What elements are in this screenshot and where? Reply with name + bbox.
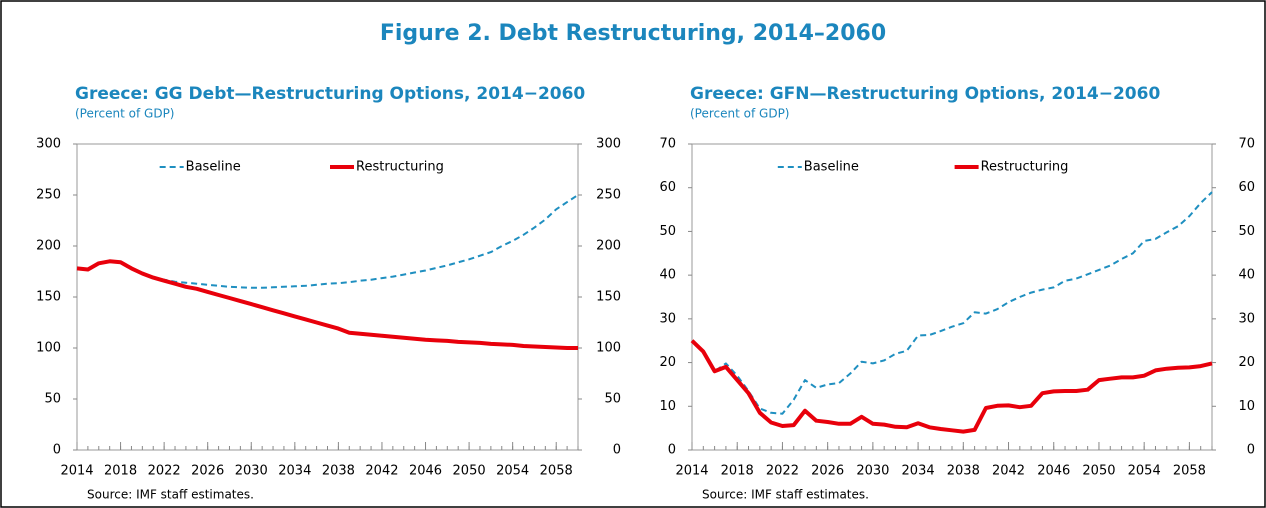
- chart-title: Greece: GFN—Restructuring Options, 2014−…: [690, 84, 1160, 104]
- y-tick-label: 40: [659, 268, 676, 283]
- series-line: [691, 191, 1213, 415]
- x-tick-label: 2030: [856, 464, 889, 479]
- legend-label: Baseline: [804, 160, 859, 175]
- legend-label: Restructuring: [356, 160, 444, 175]
- y2-tick-label: 0: [613, 443, 621, 458]
- x-tick-label: 2026: [811, 464, 844, 479]
- x-tick-label: 2018: [721, 464, 754, 479]
- x-tick-label: 2022: [148, 464, 181, 479]
- y-tick-label: 50: [44, 392, 61, 407]
- x-tick-label: 2018: [104, 464, 137, 479]
- y-tick-label: 70: [659, 137, 676, 152]
- x-tick-label: 2054: [1128, 464, 1161, 479]
- y2-tick-label: 10: [1238, 399, 1255, 414]
- chart-subtitle: (Percent of GDP): [690, 107, 790, 121]
- y2-tick-label: 70: [1238, 137, 1255, 152]
- y2-tick-label: 150: [596, 290, 621, 305]
- x-tick-label: 2014: [60, 464, 93, 479]
- plot-area: [691, 143, 1213, 451]
- chart-subtitle: (Percent of GDP): [75, 107, 175, 121]
- y2-tick-label: 60: [1238, 180, 1255, 195]
- y2-tick-label: 200: [596, 239, 621, 254]
- y2-tick-label: 0: [1247, 443, 1255, 458]
- legend-label: Baseline: [186, 160, 241, 175]
- y2-tick-label: 250: [596, 188, 621, 203]
- x-tick-label: 2046: [1037, 464, 1070, 479]
- x-tick-label: 2022: [766, 464, 799, 479]
- plot-area: [76, 143, 579, 451]
- source: Source: IMF staff estimates.: [87, 488, 254, 502]
- y2-tick-label: 300: [596, 137, 621, 152]
- x-tick-label: 2042: [992, 464, 1025, 479]
- y-tick-label: 30: [659, 311, 676, 326]
- y-tick-label: 50: [659, 224, 676, 239]
- x-tick-label: 2054: [496, 464, 529, 479]
- y2-tick-label: 40: [1238, 268, 1255, 283]
- y-tick-label: 150: [36, 290, 61, 305]
- y2-tick-label: 100: [596, 341, 621, 356]
- x-tick-label: 2026: [191, 464, 224, 479]
- x-tick-label: 2038: [322, 464, 355, 479]
- x-tick-label: 2038: [947, 464, 980, 479]
- y2-tick-label: 20: [1238, 355, 1255, 370]
- x-tick-label: 2030: [235, 464, 268, 479]
- series-line: [76, 194, 579, 289]
- figure-title: Figure 2. Debt Restructuring, 2014–2060: [380, 21, 886, 46]
- x-tick-label: 2034: [278, 464, 311, 479]
- x-tick-label: 2042: [365, 464, 398, 479]
- y-tick-label: 0: [53, 443, 61, 458]
- x-tick-label: 2058: [540, 464, 573, 479]
- y-tick-label: 0: [668, 443, 676, 458]
- x-tick-label: 2046: [409, 464, 442, 479]
- y-tick-label: 10: [659, 399, 676, 414]
- x-tick-label: 2050: [453, 464, 486, 479]
- series-line: [690, 339, 1213, 434]
- y-tick-label: 250: [36, 188, 61, 203]
- y-tick-label: 20: [659, 355, 676, 370]
- source: Source: IMF staff estimates.: [702, 488, 869, 502]
- legend-label: Restructuring: [981, 160, 1069, 175]
- series-line: [76, 259, 578, 350]
- y2-tick-label: 50: [1238, 224, 1255, 239]
- y-tick-label: 60: [659, 180, 676, 195]
- x-tick-label: 2058: [1173, 464, 1206, 479]
- y-tick-label: 100: [36, 341, 61, 356]
- y2-tick-label: 50: [604, 392, 621, 407]
- y-tick-label: 200: [36, 239, 61, 254]
- y2-tick-label: 30: [1238, 311, 1255, 326]
- x-tick-label: 2034: [902, 464, 935, 479]
- y-tick-label: 300: [36, 137, 61, 152]
- x-tick-label: 2014: [675, 464, 708, 479]
- x-tick-label: 2050: [1082, 464, 1115, 479]
- chart-title: Greece: GG Debt—Restructuring Options, 2…: [75, 84, 585, 104]
